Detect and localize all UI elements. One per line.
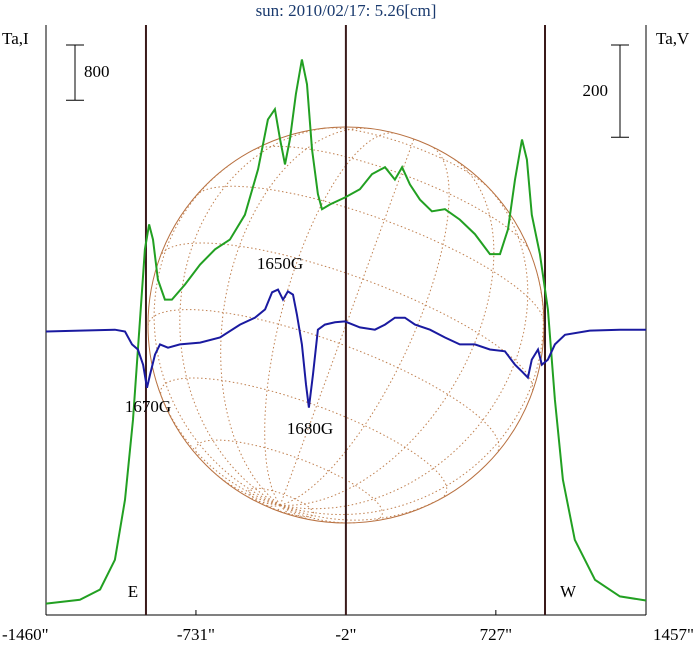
sun-grid-line [210,468,281,506]
sun-grid-line [248,487,315,518]
sun-disk [147,126,545,524]
x-tick-label: -731" [177,625,215,644]
sun-grid-line [280,186,529,510]
scale-bar-label: 800 [84,62,110,81]
annotation: 1650G [257,254,303,273]
x-tick-label: -2" [335,625,356,644]
sun-grid-line [159,242,534,394]
sun-grid-line [279,504,317,522]
sun-grid-line [253,145,530,251]
annotation: 1670G [125,397,171,416]
sun-grid-line [279,504,357,524]
annotation: W [560,582,577,601]
sun-grid-line [323,127,490,190]
series-line [45,59,647,605]
x-tick-label: -1460" [2,625,49,644]
sun-grid-line [280,147,450,506]
annotation: 1680G [287,419,333,438]
y2-axis-label: Ta,V [656,29,690,48]
sun-grid-line [277,505,281,511]
y-axis-label: Ta,I [2,29,29,48]
x-tick-label: 727" [480,625,512,644]
sun-grid-line [179,127,327,506]
annotation: E [128,582,138,601]
sun-grid-line [264,132,394,506]
sun-grid-line [147,309,500,453]
scale-bar-label: 200 [583,81,609,100]
sun-grid-line [279,138,415,506]
chart-title: sun: 2010/02/17: 5.26[cm] [256,1,437,20]
sun-grid-line [195,439,383,522]
x-tick-label: 1457" [653,625,694,644]
series-line [45,288,646,408]
